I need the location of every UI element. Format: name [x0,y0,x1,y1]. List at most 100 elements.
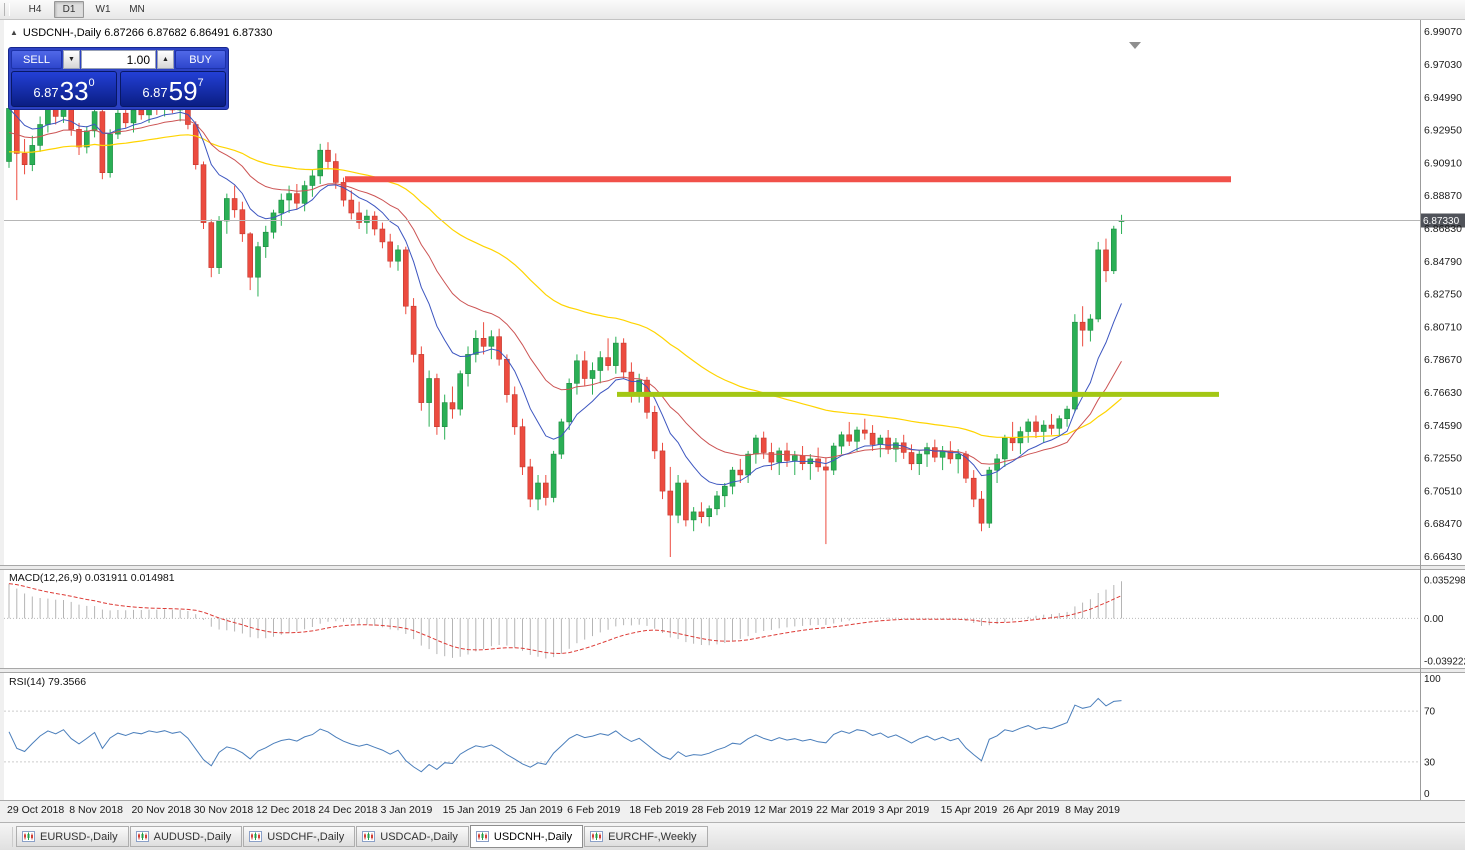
price-axis-label: 6.76630 [1424,387,1462,399]
price-axis-label: 6.92950 [1424,125,1462,137]
rsi-axis-label: 0 [1424,789,1430,800]
chart-tab-label: AUDUSD-,Daily [153,830,232,843]
date-axis-label: 12 Dec 2018 [256,804,316,816]
date-axis-label: 26 Apr 2019 [1003,804,1060,816]
volume-decrease-button[interactable]: ▼ [63,50,80,69]
timeframe-button-h4[interactable]: H4 [28,4,42,15]
date-axis-label: 30 Nov 2018 [194,804,254,816]
chart-tab-label: USDCHF-,Daily [267,830,345,843]
macd-axis-label: 0.035298 [1424,576,1465,587]
rsi-line [8,697,1122,773]
date-axis-label: 28 Feb 2019 [692,804,751,816]
chart-tab-usdchf[interactable]: USDCHF-,Daily [243,826,356,847]
price-axis-label: 6.80710 [1424,321,1462,333]
chart-tab-icon [475,831,489,842]
toolbar-grip[interactable] [4,3,10,16]
timeframe-button-w1[interactable]: W1 [95,4,111,15]
date-axis-label: 20 Nov 2018 [131,804,191,816]
price-axis-label: 6.74590 [1424,420,1462,432]
date-axis-label: 12 Mar 2019 [754,804,813,816]
price-axis-label: 6.97030 [1424,59,1462,71]
macd-axis-label: 0.00 [1424,614,1444,625]
date-axis-label: 8 Nov 2018 [69,804,123,816]
rsi-axis-label: 70 [1424,707,1436,718]
chart-tab-icon [249,831,263,842]
chart-tab-usdcad[interactable]: USDCAD-,Daily [356,826,469,847]
ma-fast-line [8,108,1122,486]
sell-button[interactable]: SELL [11,50,62,69]
chart-window: 6.873306.990706.970306.949906.929506.909… [0,20,1465,822]
price-axis[interactable] [1421,20,1465,800]
price-axis-label: 6.90910 [1424,157,1462,169]
price-axis-label: 6.78670 [1424,354,1462,366]
macd-axis-label: -0.0392223 [1424,657,1465,668]
price-axis-label: 6.72550 [1424,453,1462,465]
price-axis-label: 6.88870 [1424,190,1462,202]
date-axis-label: 15 Jan 2019 [443,804,501,816]
chart-tab-label: EURCHF-,Weekly [608,830,697,843]
date-axis-label: 15 Apr 2019 [941,804,998,816]
bid-pip-digit: 0 [88,77,95,89]
date-axis-label: 22 Mar 2019 [816,804,875,816]
chart-tab-eurusd[interactable]: EURUSD-,Daily [16,826,129,847]
chart-tab-label: EURUSD-,Daily [40,830,118,843]
ask-pip-digit: 7 [197,77,204,89]
chart-canvas[interactable]: 6.873306.990706.970306.949906.929506.909… [0,20,1465,820]
timeframe-button-mn[interactable]: MN [129,4,145,15]
volume-increase-button[interactable]: ▲ [157,50,174,69]
macd-signal-line [8,583,1122,655]
date-axis-label: 3 Jan 2019 [380,804,432,816]
bid-prefix: 6.87 [33,85,59,100]
rsi-pane[interactable] [4,673,1420,800]
current-price-tag-text: 6.87330 [1423,216,1460,227]
chart-tab-label: USDCAD-,Daily [380,830,458,843]
one-click-trade-panel: SELL ▼ ▲ BUY 6.87 33 0 6.87 59 7 [8,47,229,110]
chart-tab-icon [135,831,149,842]
date-axis-label: 18 Feb 2019 [629,804,688,816]
tabbar-grip [0,826,13,847]
date-axis-label: 3 Apr 2019 [878,804,929,816]
rsi-indicator-label: RSI(14) 79.3566 [9,676,87,688]
macd-indicator-label: MACD(12,26,9) 0.031911 0.014981 [9,572,175,584]
macd-pane[interactable] [4,570,1420,668]
price-axis-label: 6.84790 [1424,256,1462,268]
price-axis-label: 6.94990 [1424,92,1462,104]
buy-button[interactable]: BUY [175,50,226,69]
ma-slow-line [8,134,1122,439]
bid-big-digits: 33 [59,76,89,106]
date-axis-label: 6 Feb 2019 [567,804,620,816]
chart-tab-eurchf[interactable]: EURCHF-,Weekly [584,826,708,847]
chart-tab-usdcnh[interactable]: USDCNH-,Daily [469,825,584,848]
one-click-toggle-icon[interactable]: ▲ [10,28,18,37]
timeframe-toolbar: H4 D1 W1 MN [0,0,1465,20]
time-axis[interactable] [4,800,1420,820]
date-axis-label: 25 Jan 2019 [505,804,563,816]
price-axis-label: 6.86830 [1424,223,1462,235]
chart-tab-icon [590,831,604,842]
price-axis-label: 6.70510 [1424,485,1462,497]
buy-price-button[interactable]: 6.87 59 7 [120,71,226,107]
volume-input[interactable] [81,50,156,69]
chart-title: ▲ USDCNH-,Daily 6.87266 6.87682 6.86491 … [10,27,272,39]
chart-shift-marker-icon[interactable] [1129,42,1141,49]
chart-tabs-bar: EURUSD-,Daily AUDUSD-,Daily USDCHF-,Daily U… [0,822,1465,850]
date-axis-label: 29 Oct 2018 [7,804,64,816]
date-axis-label: 24 Dec 2018 [318,804,378,816]
macd-histogram [8,581,1122,659]
chart-title-text: USDCNH-,Daily 6.87266 6.87682 6.86491 6.… [22,27,273,39]
ask-prefix: 6.87 [142,85,168,100]
chart-tab-label: USDCNH-,Daily [493,830,573,843]
chart-tab-icon [362,831,376,842]
price-axis-label: 6.66430 [1424,551,1462,563]
price-axis-label: 6.82750 [1424,289,1462,301]
current-price-tag [1421,213,1465,228]
rsi-axis-label: 30 [1424,757,1436,768]
sell-price-button[interactable]: 6.87 33 0 [11,71,117,107]
date-axis-label: 8 May 2019 [1065,804,1120,816]
rsi-axis-label: 100 [1424,674,1441,685]
timeframe-button-d1[interactable]: D1 [54,1,84,18]
chart-tab-audusd[interactable]: AUDUSD-,Daily [129,826,243,847]
ask-big-digits: 59 [168,76,198,106]
chart-tab-icon [22,831,35,842]
